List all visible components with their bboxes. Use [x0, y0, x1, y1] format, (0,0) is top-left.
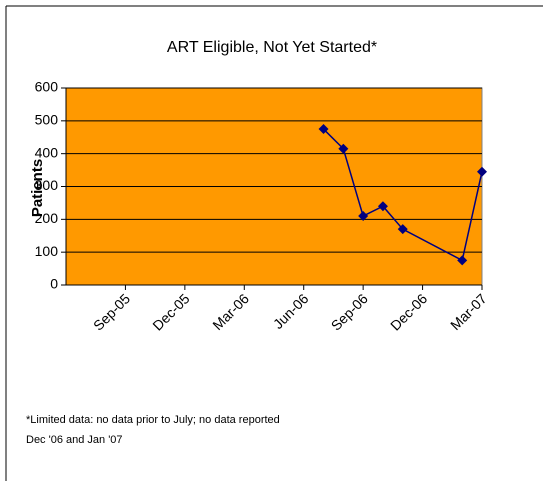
chart-title: ART Eligible, Not Yet Started* [167, 39, 377, 56]
x-tick-label: Mar-07 [447, 290, 490, 333]
x-tick-label: Dec-05 [149, 290, 192, 333]
x-tick-label: Sep-06 [328, 290, 371, 333]
y-tick-label: 400 [35, 144, 59, 160]
y-tick-label: 100 [35, 243, 59, 259]
data-point [457, 255, 468, 266]
y-tick-label: 500 [35, 112, 59, 128]
x-tick-label: Dec-06 [387, 290, 430, 333]
y-tick-label: 200 [35, 210, 59, 226]
y-tick-label: 300 [35, 177, 59, 193]
data-point [318, 124, 329, 135]
y-tick-label: 0 [50, 276, 58, 292]
data-point [397, 224, 408, 235]
data-point [358, 211, 369, 222]
x-tick-label: Mar-06 [209, 290, 252, 333]
y-tick-label: 600 [35, 79, 59, 95]
data-point [338, 143, 349, 154]
y-axis-label: Patients [29, 159, 46, 217]
x-tick-label: Jun-06 [270, 290, 312, 332]
x-tick-label: Sep-05 [90, 290, 133, 333]
data-point [477, 166, 487, 177]
footnote: *Limited data: no data prior to July; no… [26, 414, 280, 426]
footnote: Dec '06 and Jan '07 [26, 434, 123, 446]
data-point [377, 201, 388, 212]
